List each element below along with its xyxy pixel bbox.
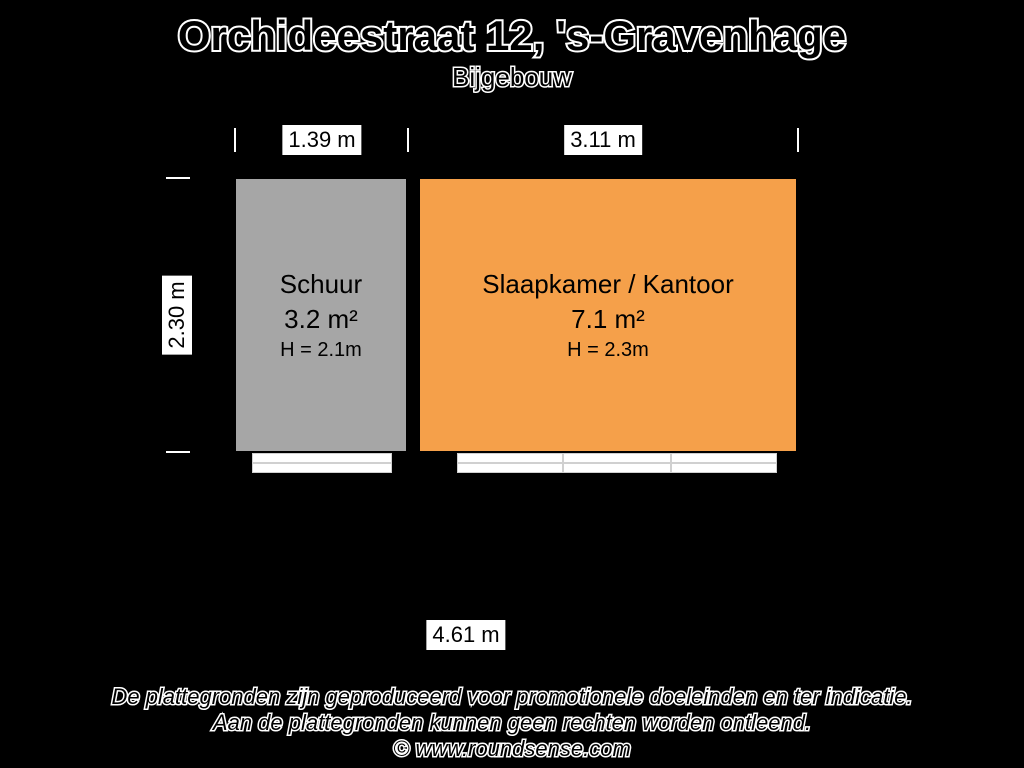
page-subtitle: Bijgebouw: [0, 62, 1024, 93]
room-slaapkamer: Slaapkamer / Kantoor 7.1 m² H = 2.3m: [418, 177, 798, 453]
room-schuur-area: 3.2 m²: [284, 304, 358, 335]
dimension-tick: [234, 128, 236, 152]
step-plank: [252, 463, 392, 473]
room-slaapkamer-height: H = 2.3m: [567, 339, 649, 362]
dimension-top-right: 3.11 m: [564, 125, 642, 155]
dimension-tick: [797, 128, 799, 152]
footer-line-2: Aan de plattegronden kunnen geen rechten…: [0, 709, 1024, 738]
room-schuur-height: H = 2.1m: [280, 339, 362, 362]
room-schuur: Schuur 3.2 m² H = 2.1m: [234, 177, 408, 453]
step-divider: [670, 453, 672, 473]
room-schuur-name: Schuur: [280, 269, 362, 300]
dimension-tick: [407, 128, 409, 152]
dimension-top-left: 1.39 m: [282, 125, 361, 155]
dimension-tick: [166, 177, 190, 179]
step-plank: [457, 453, 777, 463]
footer-line-3: © www.roundsense.com: [0, 735, 1024, 764]
step-plank: [457, 463, 777, 473]
step-divider: [562, 453, 564, 473]
room-slaapkamer-area: 7.1 m²: [571, 304, 645, 335]
page-title: Orchideestraat 12, 's-Gravenhage: [0, 12, 1024, 60]
room-slaapkamer-name: Slaapkamer / Kantoor: [482, 269, 733, 300]
dimension-left: 2.30 m: [162, 275, 192, 354]
footer-line-1: De plattegronden zijn geproduceerd voor …: [0, 683, 1024, 712]
dimension-tick: [166, 451, 190, 453]
dimension-bottom: 4.61 m: [426, 620, 505, 650]
step-plank: [252, 453, 392, 463]
